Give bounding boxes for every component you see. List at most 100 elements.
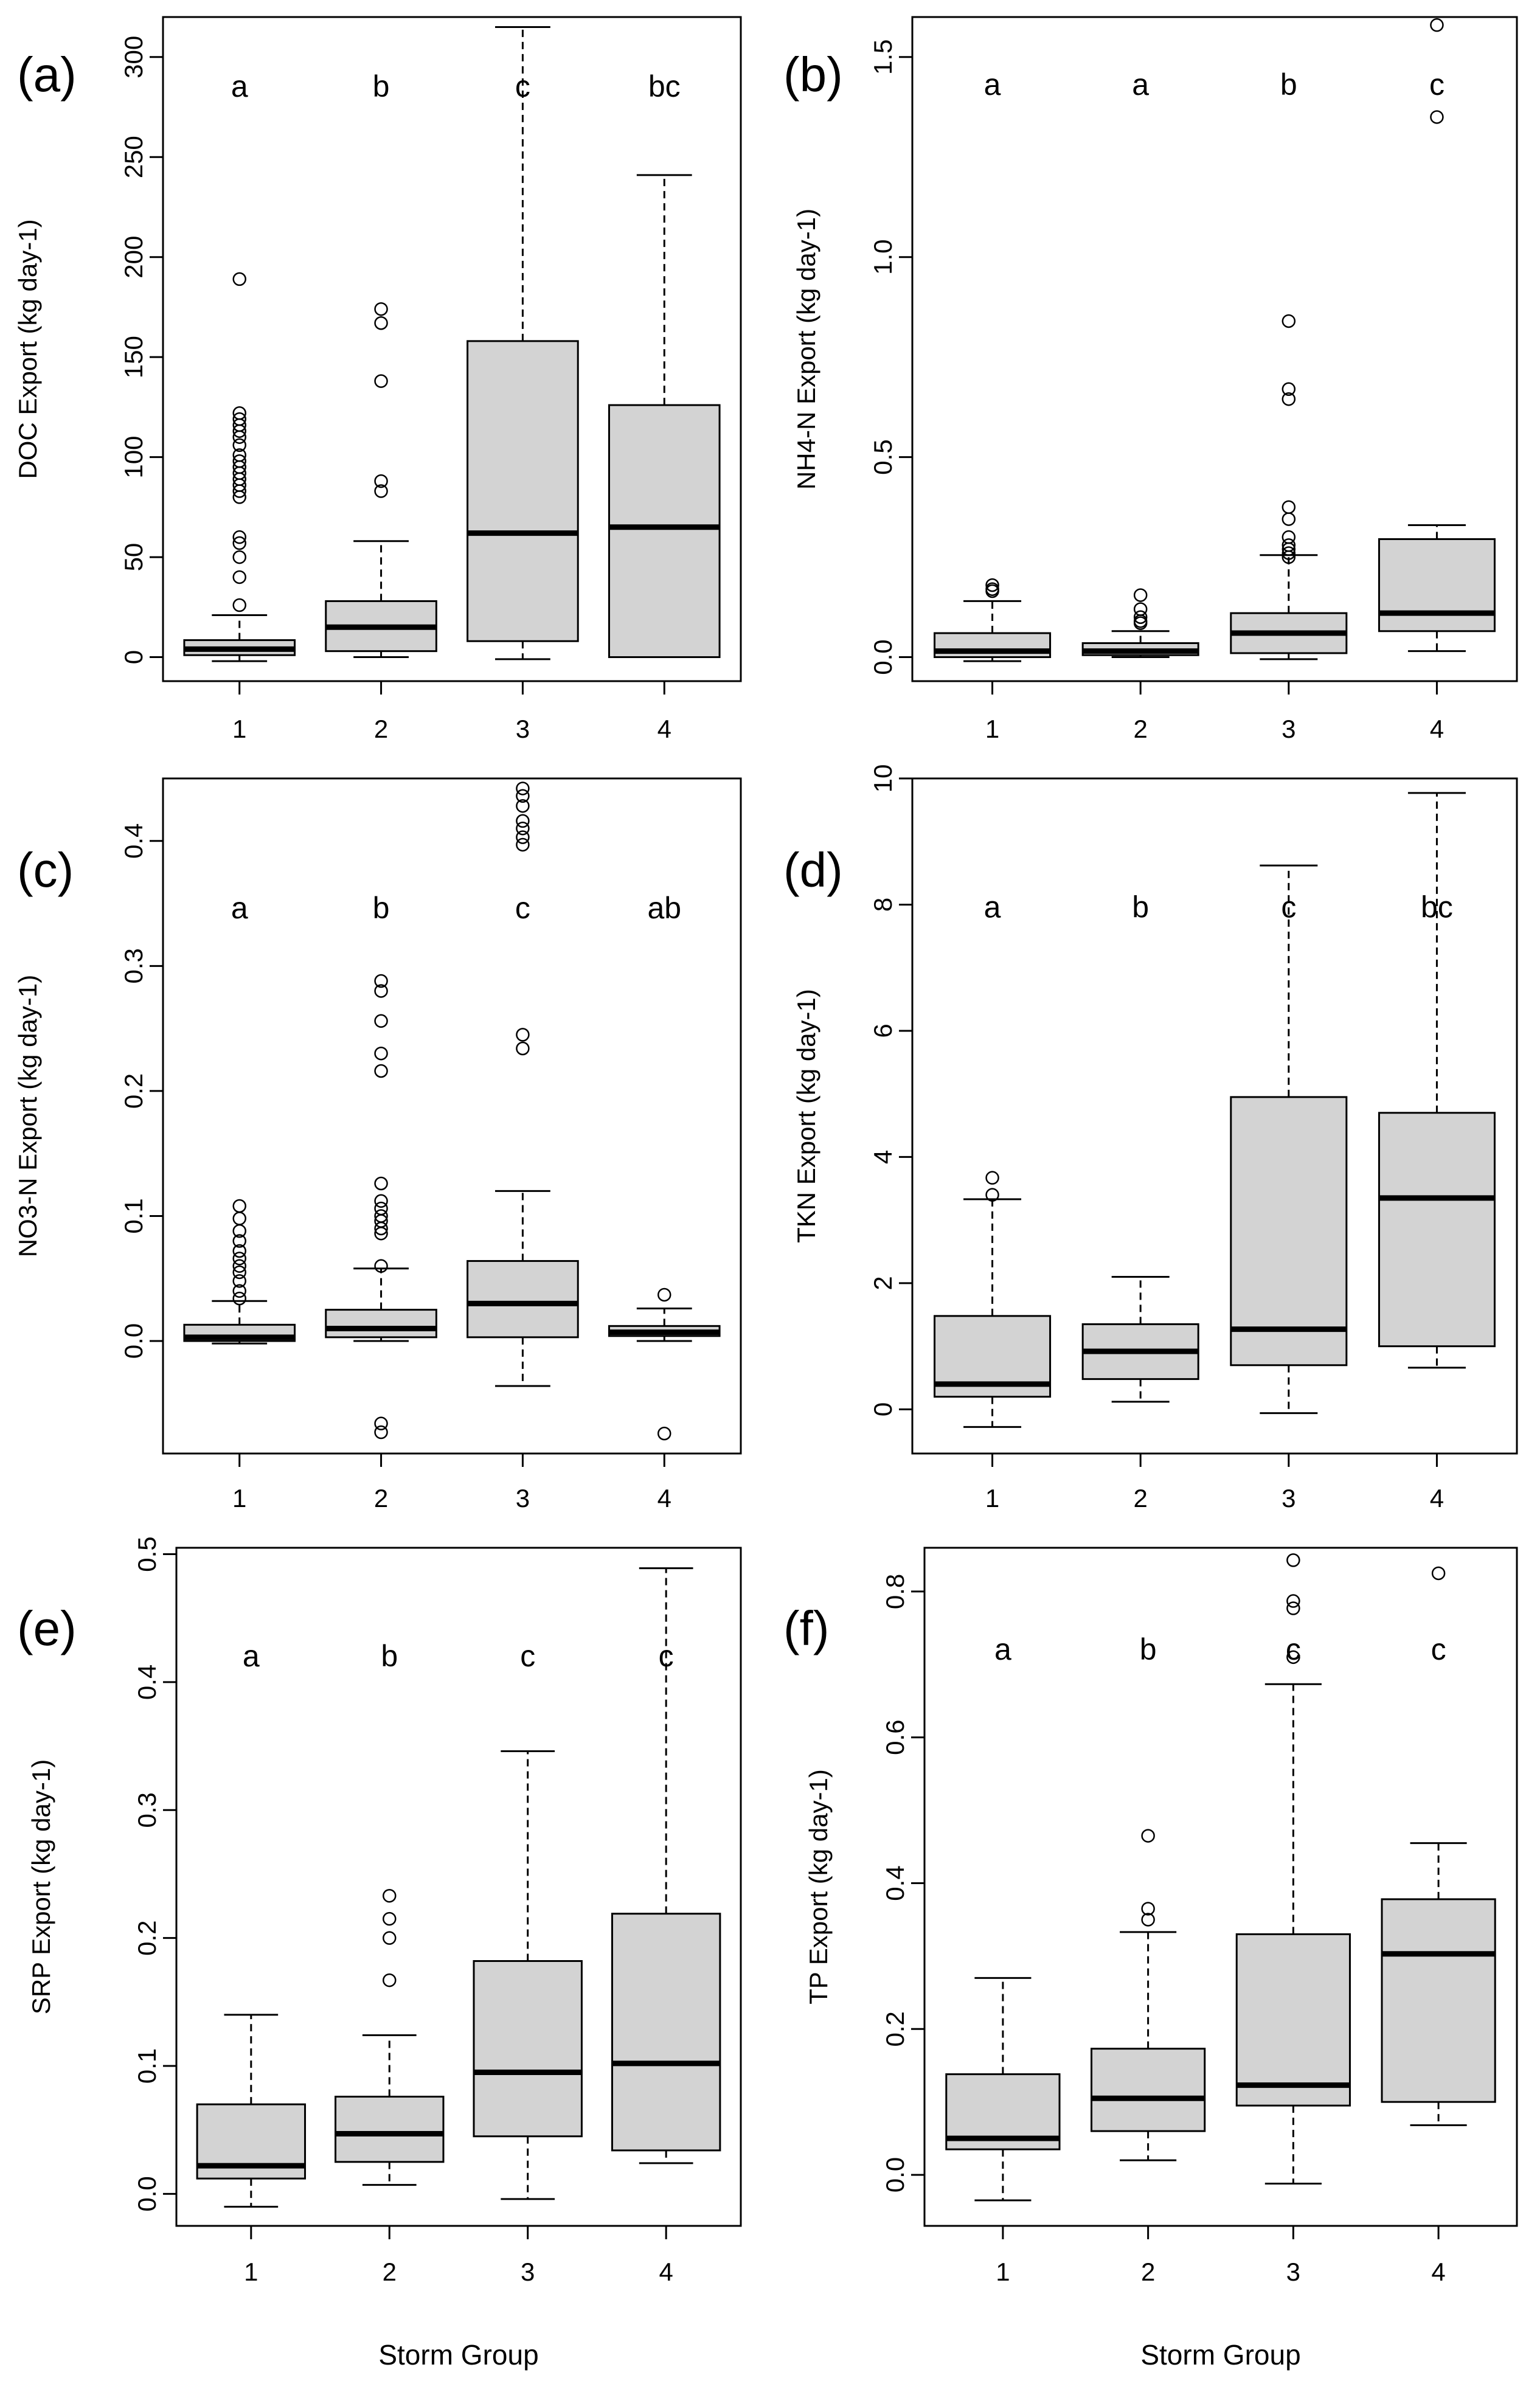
outlier-point [374,1226,388,1241]
significance-letter: ab [647,891,681,925]
x-tick-label: 2 [1134,1484,1148,1513]
outlier-point [232,490,246,504]
y-axis-label: SRP Export (kg day-1) [27,1759,55,2014]
outlier-point [232,1224,246,1238]
significance-letter: c [1281,890,1296,924]
iqr-box [1235,1933,1351,2107]
outlier-point [232,530,246,544]
panel-f: 0.0 0.2 0.4 0.6 0.8 TP Export (kg day-1) (f) 1 2… [783,1547,1518,2371]
x-tick-label: 4 [657,715,671,743]
y-tick-label: 4 [869,1150,897,1164]
box-group-1 [183,1199,296,1345]
outlier-point [383,1931,397,1945]
y-tick-label: 2 [869,1276,897,1290]
significance-letter: c [1286,1632,1301,1666]
significance-letter: b [1140,1632,1157,1666]
outlier-point [232,1244,246,1258]
x-tick-label: 3 [1282,1484,1295,1513]
outlier-point [516,837,530,852]
outlier-point [232,1252,246,1266]
box-group-1 [183,272,296,662]
iqr-box [335,2096,445,2163]
panel-label: (b) [783,47,843,102]
box-group-1 [196,2014,307,2208]
outlier-point [1133,610,1148,624]
plot-frame [175,1547,742,2227]
box-group-3 [473,1750,583,2200]
significance-letter: c [1429,68,1445,102]
x-tick-label: 4 [657,1484,671,1513]
outlier-point [232,1265,246,1280]
x-tick-label: 4 [1430,1484,1444,1513]
x-tick-label: 1 [232,715,246,743]
y-tick-label: 0 [869,1402,897,1416]
significance-letter: a [231,69,248,103]
outlier-point [374,1014,388,1028]
x-tick-label: 3 [1282,715,1295,743]
x-axis-label: Storm Group [1140,2339,1300,2371]
panel-e: 0.0 0.1 0.2 0.3 0.4 0.5 SRP Export (kg day-1) (… [17,1536,742,2371]
plot-frame [923,1547,1518,2227]
outlier-point [657,1426,671,1441]
box-group-1 [945,1977,1061,2202]
outlier-point [1133,588,1148,602]
outlier-point [985,584,999,598]
significance-letter: c [659,1639,674,1673]
x-tick-label: 2 [1134,715,1148,743]
outlier-point [232,1274,246,1288]
significance-letter: a [1132,68,1149,102]
y-tick-label: 0.0 [119,1323,148,1359]
iqr-box [1378,1112,1496,1348]
box-group-2 [325,974,437,1440]
x-tick-label: 1 [996,2258,1010,2286]
box-group-4 [1378,18,1496,653]
y-tick-label: 0.0 [133,2176,161,2211]
y-tick-label: 0.2 [119,1073,148,1109]
outlier-point [232,484,246,498]
outlier-point [232,1284,246,1298]
outlier-point [657,1287,671,1302]
iqr-box [467,1260,579,1339]
x-tick-label: 4 [1431,2258,1445,2286]
box-group-2 [325,302,437,659]
outlier-point [1141,1902,1155,1916]
outlier-point [232,570,246,584]
panel-label: (f) [783,1601,830,1655]
significance-letter: c [515,69,530,103]
x-tick-label: 2 [374,1484,388,1513]
outlier-point [232,1259,246,1273]
significance-letter: bc [1421,890,1453,924]
box-group-4 [1381,1566,1496,2127]
iqr-box [1091,2048,1206,2132]
box-group-3 [1235,1553,1351,2185]
outlier-point [516,1041,530,1056]
significance-letter: a [231,891,248,925]
y-tick-label: 0.0 [881,2157,909,2192]
outlier-point [1282,542,1296,556]
significance-letter: a [984,890,1001,924]
outlier-point [232,550,246,564]
box-group-4 [608,174,721,659]
iqr-box [473,1960,583,2138]
y-tick-label: 0.4 [119,823,148,859]
outlier-point [985,578,999,592]
y-axis-label: NH4-N Export (kg day-1) [792,209,820,490]
y-tick-label: 100 [119,436,148,479]
y-tick-label: 0.3 [119,948,148,983]
outlier-point [1141,1913,1155,1927]
box-group-3 [467,26,579,660]
outlier-point [374,1425,388,1440]
outlier-point [1286,1650,1300,1665]
y-tick-label: 0.4 [133,1665,161,1700]
significance-letter: c [520,1639,535,1673]
x-axis-label: Storm Group [378,2339,538,2371]
outlier-point [232,598,246,612]
box-group-3 [1230,314,1348,660]
y-tick-label: 0.1 [133,2048,161,2084]
outlier-point [374,1064,388,1078]
outlier-point [985,1171,999,1185]
y-tick-label: 0.1 [119,1198,148,1233]
outlier-point [374,1259,388,1273]
y-tick-label: 0.5 [133,1536,161,1571]
